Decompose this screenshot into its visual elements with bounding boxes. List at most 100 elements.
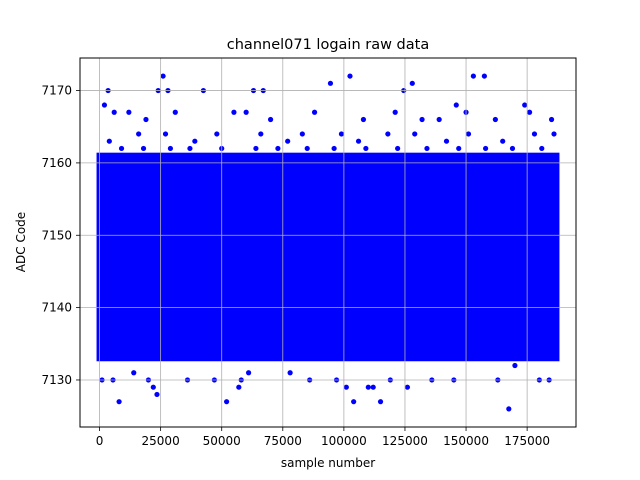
data-point [263,348,269,354]
data-point [509,145,516,152]
data-point [465,131,472,137]
data-point [551,131,557,137]
chart-title: channel071 logain raw data [227,37,429,53]
data-point [331,145,337,152]
data-point [292,355,298,361]
data-point-outlier [111,109,117,115]
data-point-outlier [172,109,178,115]
data-point-outlier [126,109,132,115]
data-point [248,341,254,347]
data-point-outlier [231,109,237,115]
data-point-outlier [287,370,293,376]
dense-band-fill [96,152,560,362]
data-point-outlier [243,109,249,115]
data-point [118,145,125,152]
x-tick-label: 100000 [321,434,367,448]
data-point [167,145,174,152]
y-axis-ticks: 7130 7140 7150 7160 7170 [41,84,80,387]
data-point [424,145,430,152]
data-point [336,341,342,347]
data-point [338,131,345,137]
data-point [285,138,291,144]
data-point [138,341,144,347]
grid-overlay [80,58,576,427]
data-point-outlier [347,73,353,79]
data-point-outlier [311,109,318,115]
data-point-outlier [327,80,334,86]
data-point [426,341,432,347]
data-point [485,348,491,354]
data-point [348,355,354,361]
data-point-outlier [370,384,376,390]
x-axis-title: sample number [281,456,375,470]
y-tick-label: 7160 [41,156,72,170]
data-point [368,341,374,347]
data-point [519,341,525,347]
data-point-outlier [143,116,149,123]
data-point [136,131,142,137]
data-point-outlier [116,399,122,405]
data-point-outlier [343,384,349,390]
dense-band [96,152,560,362]
data-point [299,131,305,137]
data-point [363,145,369,152]
data-point-outlier [360,116,367,123]
x-tick-label: 125000 [382,434,428,448]
data-point [482,145,489,152]
data-point [380,348,386,354]
data-point [395,145,401,152]
data-point-outlier [481,73,487,79]
data-point [258,131,264,137]
x-tick-label: 25000 [142,434,180,448]
data-point-outlier [404,384,411,390]
data-point-outlier [131,370,137,376]
data-point-outlier [522,102,528,108]
y-tick-label: 7130 [41,373,72,387]
data-point-outlier [409,80,415,86]
data-point [434,348,440,354]
data-point [106,138,112,144]
data-point-outlier [101,102,108,108]
data-point-outlier [245,370,252,376]
data-point [304,145,310,152]
data-point [192,138,198,144]
data-point [114,341,120,347]
data-point [187,145,193,152]
data-point [546,341,552,347]
data-point-outlier [436,116,442,123]
data-point [177,355,183,361]
plot-frame [79,57,577,428]
data-point-outlier [267,116,274,123]
data-point [319,348,325,354]
data-point [355,138,362,144]
data-point [216,341,222,347]
data-point-outlier [526,109,533,115]
data-point-outlier [365,384,371,390]
data-point [500,138,506,144]
data-point [461,341,467,347]
data-point [514,355,520,361]
data-point [443,138,450,144]
data-point [309,341,315,347]
data-point [541,348,547,354]
data-point [104,348,110,354]
data-point [189,341,195,347]
data-point-outlier [453,102,459,108]
data-point-outlier [224,399,230,405]
data-point [385,131,391,137]
data-point [148,348,154,354]
data-point [458,355,464,361]
x-tick-label: 0 [96,434,104,448]
data-point [277,341,283,347]
data-point [226,355,232,361]
y-axis-title: ADC Code [14,212,28,272]
x-axis-ticks: 0 25000 50000 75000 100000 125000 150000 175000 [96,427,550,448]
data-point-outlier [419,116,425,123]
data-point-outlier [351,399,357,405]
data-point-outlier [492,116,498,123]
y-tick-label: 7150 [41,228,72,242]
x-tick-label: 150000 [443,434,489,448]
data-point [275,145,281,152]
data-point [397,341,403,347]
